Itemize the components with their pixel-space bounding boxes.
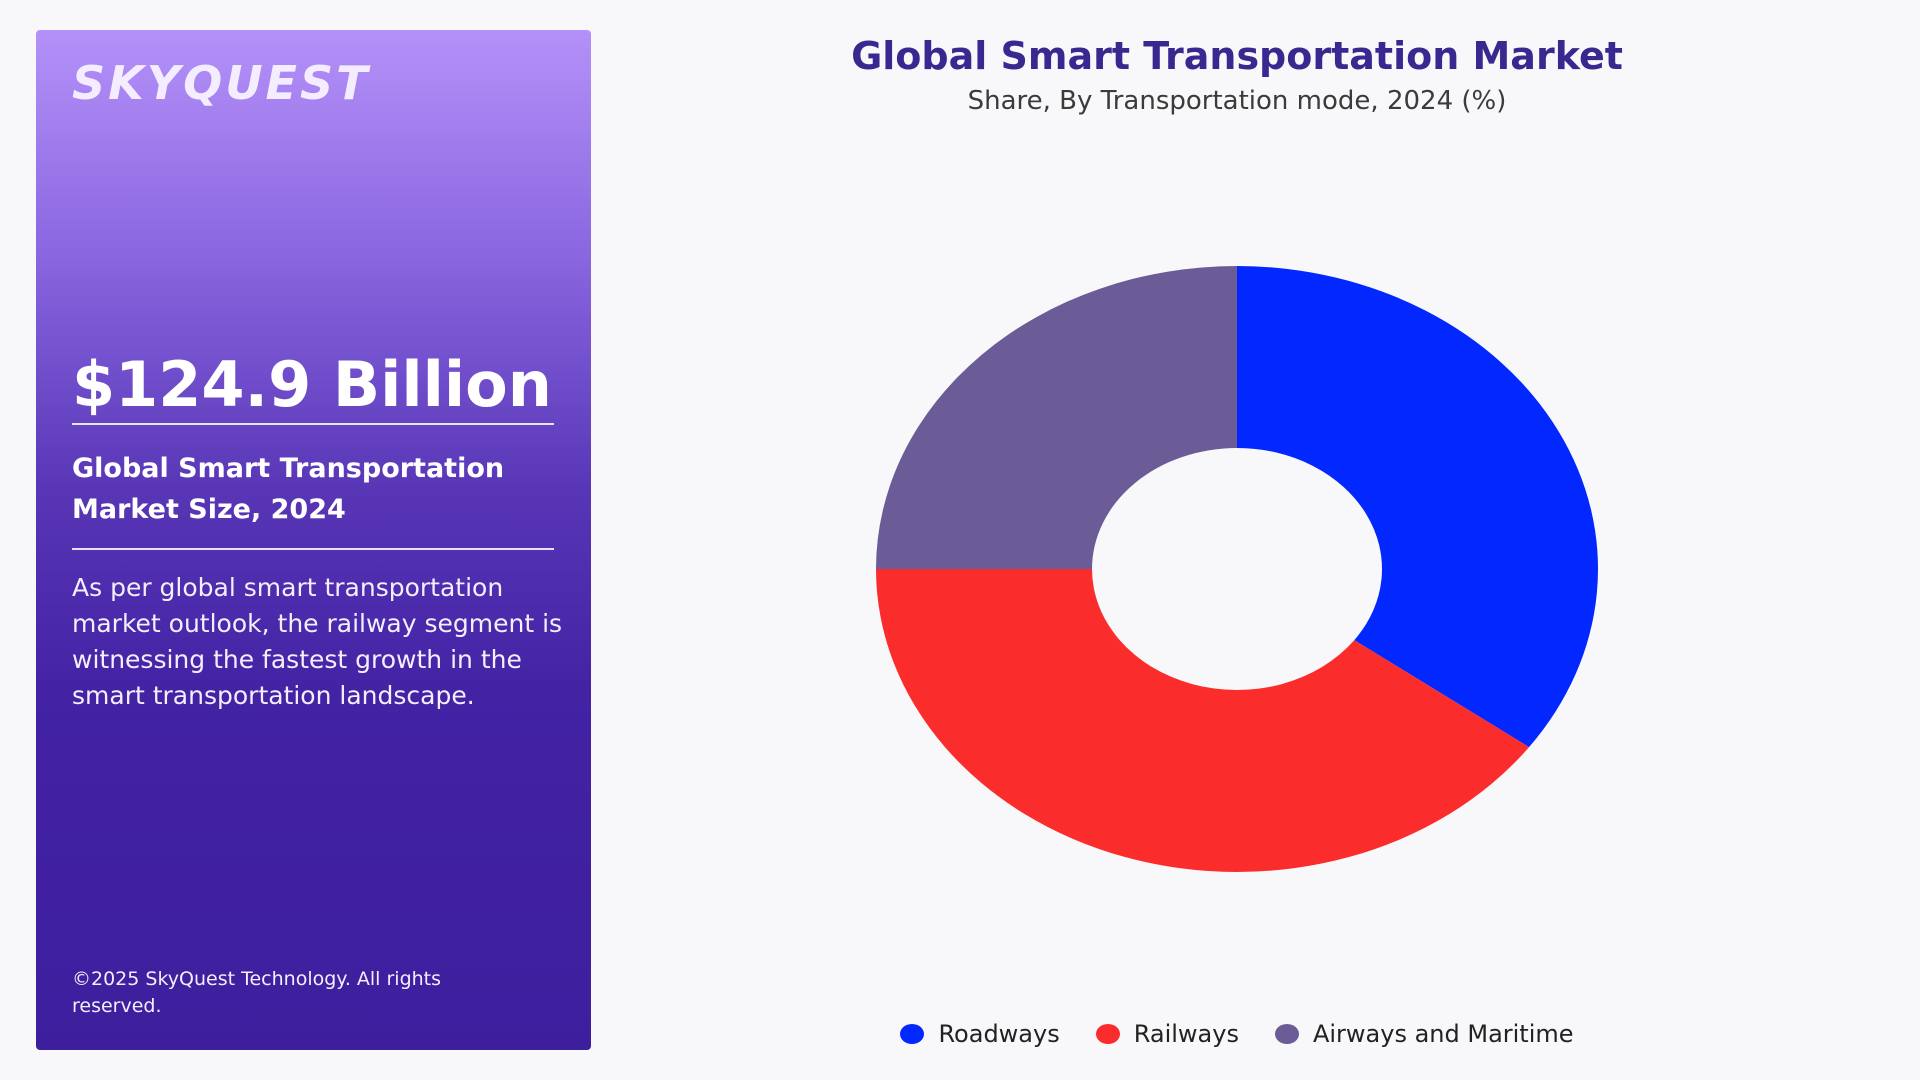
divider <box>72 423 554 425</box>
legend-label: Railways <box>1133 1020 1239 1048</box>
slice-airways-and-maritime <box>876 266 1237 569</box>
slice-railways <box>876 569 1530 873</box>
legend-item: Roadways <box>900 1020 1060 1048</box>
market-description: As per global smart transportation marke… <box>72 573 563 710</box>
skyquest-logo: SKYQUEST <box>72 56 371 110</box>
legend-swatch <box>900 1024 925 1044</box>
legend-item: Airways and Maritime <box>1274 1020 1574 1048</box>
summary-panel: SKYQUEST $124.9 Billion Global Smart Tra… <box>36 30 591 1050</box>
slice-roadways <box>1237 266 1599 748</box>
chart-legend: Roadways Railways Airways and Maritime <box>740 1020 1734 1048</box>
copyright-text: ©2025 SkyQuest Technology. All rights re… <box>72 968 442 1017</box>
legend-item: Railways <box>1095 1020 1239 1048</box>
chart-subtitle: Share, By Transportation mode, 2024 (%) <box>967 86 1507 116</box>
legend-swatch <box>1274 1024 1299 1044</box>
market-value: $124.9 Billion <box>72 348 552 421</box>
legend-swatch <box>1095 1024 1120 1044</box>
divider <box>72 548 554 550</box>
legend-label: Roadways <box>938 1020 1060 1048</box>
chart-title: Global Smart Transportation Market <box>851 34 1623 78</box>
legend-label: Airways and Maritime <box>1312 1020 1574 1048</box>
market-size-label: Global Smart Transportation Market Size,… <box>72 453 505 525</box>
